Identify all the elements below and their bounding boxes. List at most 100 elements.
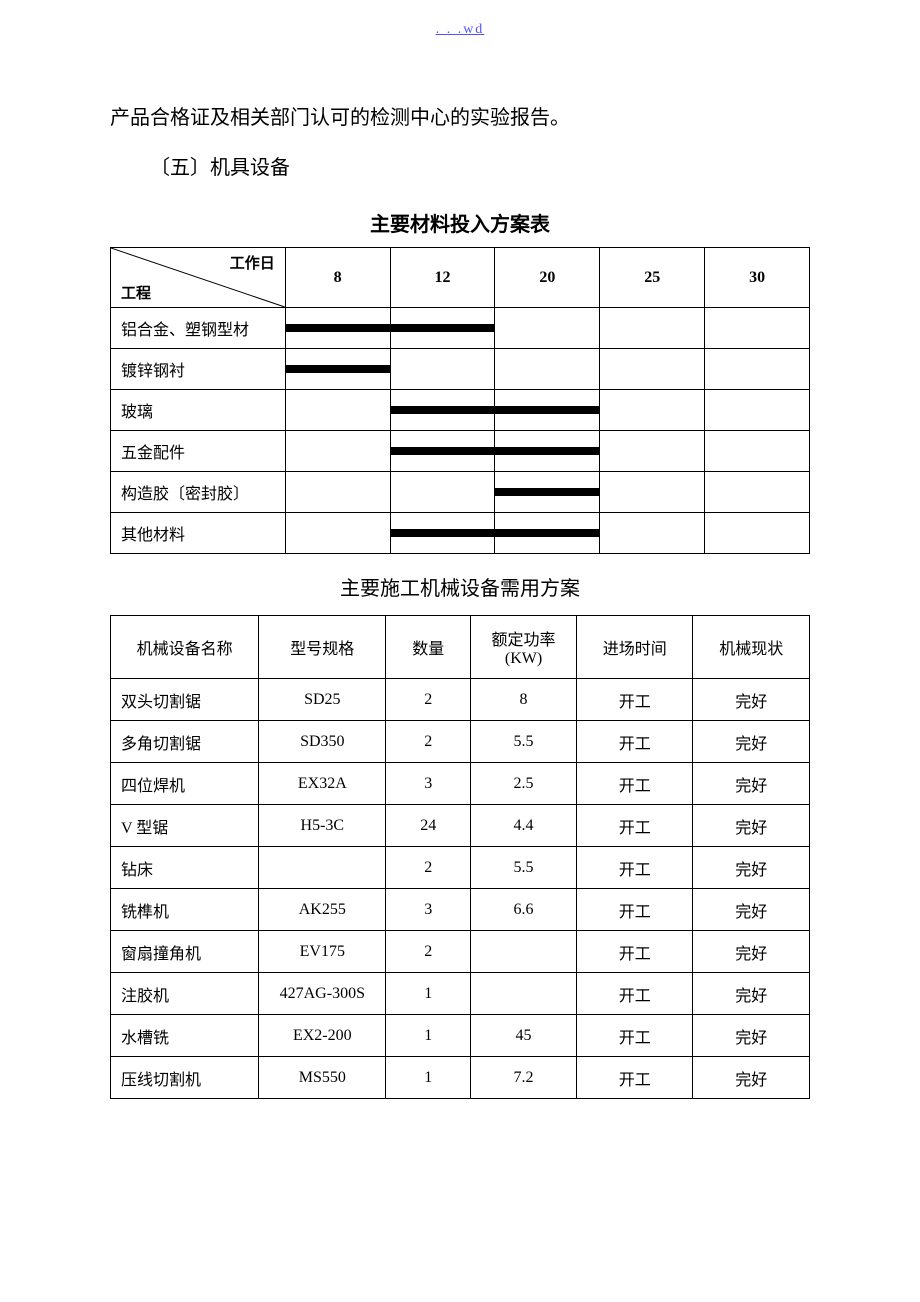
intro-text: 产品合格证及相关部门认可的检测中心的实验报告。 (110, 107, 570, 129)
gantt-cell (705, 513, 810, 554)
gantt-row: 铝合金、塑钢型材 (111, 308, 810, 349)
equip-cell: 1 (386, 1057, 471, 1099)
table-row: 压线切割机MS55017.2开工完好 (111, 1057, 810, 1099)
equip-cell: 钻床 (111, 847, 259, 889)
equip-cell (471, 931, 577, 973)
equip-cell: 完好 (693, 889, 810, 931)
equip-cell: H5-3C (259, 805, 386, 847)
equip-cell: 完好 (693, 1015, 810, 1057)
gantt-day-header: 25 (600, 248, 705, 308)
gantt-bar (391, 406, 495, 414)
gantt-bar (391, 529, 495, 537)
equip-cell: SD25 (259, 679, 386, 721)
gantt-bar (391, 324, 495, 332)
gantt-cell (390, 513, 495, 554)
equip-body: 双头切割锯SD2528开工完好多角切割锯SD35025.5开工完好四位焊机EX3… (111, 679, 810, 1099)
equip-cell: 开工 (576, 721, 693, 763)
equip-cell: 8 (471, 679, 577, 721)
equip-cell: EV175 (259, 931, 386, 973)
equip-cell: V 型锯 (111, 805, 259, 847)
equip-col-header: 机械设备名称 (111, 616, 259, 679)
gantt-day-header: 12 (390, 248, 495, 308)
section-heading-5: 〔五〕机具设备 (110, 148, 810, 188)
gantt-table: 工作日 工程 812202530 铝合金、塑钢型材镀锌钢衬玻璃五金配件构造胶〔密… (110, 247, 810, 554)
equip-cell: 开工 (576, 1057, 693, 1099)
gantt-cell (600, 472, 705, 513)
gantt-cell (390, 472, 495, 513)
gantt-title: 主要材料投入方案表 (110, 208, 810, 237)
gantt-diag-header: 工作日 工程 (111, 248, 286, 308)
gantt-cell (285, 390, 390, 431)
equip-cell: MS550 (259, 1057, 386, 1099)
gantt-cell (495, 308, 600, 349)
gantt-bar (286, 365, 390, 373)
gantt-cell (495, 390, 600, 431)
gantt-bar (495, 529, 599, 537)
equipment-table: 机械设备名称型号规格数量额定功率(KW)进场时间机械现状 双头切割锯SD2528… (110, 615, 810, 1099)
equip-cell: 铣榫机 (111, 889, 259, 931)
gantt-cell (285, 349, 390, 390)
equip-cell: 完好 (693, 1057, 810, 1099)
equip-cell: SD350 (259, 721, 386, 763)
gantt-row: 五金配件 (111, 431, 810, 472)
gantt-cell (495, 431, 600, 472)
gantt-row-label: 五金配件 (111, 431, 286, 472)
gantt-cell (390, 308, 495, 349)
gantt-cell (390, 431, 495, 472)
wd-link[interactable]: . . .wd (436, 22, 485, 37)
gantt-day-header: 20 (495, 248, 600, 308)
equip-col-header: 额定功率(KW) (471, 616, 577, 679)
equip-cell: 开工 (576, 1015, 693, 1057)
equip-col-header: 数量 (386, 616, 471, 679)
equip-cell: 2 (386, 679, 471, 721)
equip-cell: 双头切割锯 (111, 679, 259, 721)
gantt-bar (495, 488, 599, 496)
equip-cell: 开工 (576, 889, 693, 931)
equip-cell: 开工 (576, 931, 693, 973)
equip-cell: 5.5 (471, 847, 577, 889)
equip-col-header: 型号规格 (259, 616, 386, 679)
table-row: 窗扇撞角机EV1752开工完好 (111, 931, 810, 973)
equip-col-header: 进场时间 (576, 616, 693, 679)
gantt-cell (600, 431, 705, 472)
equip-cell: 水槽铣 (111, 1015, 259, 1057)
gantt-cell (600, 390, 705, 431)
gantt-row: 玻璃 (111, 390, 810, 431)
equip-cell: 开工 (576, 805, 693, 847)
gantt-row-label: 其他材料 (111, 513, 286, 554)
equip-cell: 四位焊机 (111, 763, 259, 805)
gantt-cell (600, 513, 705, 554)
equip-cell: 2.5 (471, 763, 577, 805)
equip-cell: 427AG-300S (259, 973, 386, 1015)
gantt-header-row: 工作日 工程 812202530 (111, 248, 810, 308)
equip-cell: 开工 (576, 973, 693, 1015)
gantt-cell (705, 472, 810, 513)
gantt-cell (285, 472, 390, 513)
gantt-cell (495, 349, 600, 390)
header-link: . . .wd (0, 20, 920, 38)
gantt-cell (390, 390, 495, 431)
gantt-row: 构造胶〔密封胶〕 (111, 472, 810, 513)
gantt-cell (495, 513, 600, 554)
equip-cell: 2 (386, 931, 471, 973)
equip-cell: 24 (386, 805, 471, 847)
gantt-row-label: 构造胶〔密封胶〕 (111, 472, 286, 513)
gantt-day-header: 8 (285, 248, 390, 308)
gantt-row: 其他材料 (111, 513, 810, 554)
gantt-row-label: 镀锌钢衬 (111, 349, 286, 390)
equip-cell: 窗扇撞角机 (111, 931, 259, 973)
gantt-row-label: 玻璃 (111, 390, 286, 431)
gantt-bar (495, 406, 599, 414)
gantt-bar (286, 324, 390, 332)
equip-cell: 5.5 (471, 721, 577, 763)
equip-cell: 45 (471, 1015, 577, 1057)
gantt-cell (285, 513, 390, 554)
gantt-cell (285, 308, 390, 349)
gantt-day-header: 30 (705, 248, 810, 308)
equip-cell: EX2-200 (259, 1015, 386, 1057)
equip-cell: 1 (386, 973, 471, 1015)
equip-cell: AK255 (259, 889, 386, 931)
equip-cell (259, 847, 386, 889)
gantt-cell (705, 349, 810, 390)
gantt-bar (391, 447, 495, 455)
